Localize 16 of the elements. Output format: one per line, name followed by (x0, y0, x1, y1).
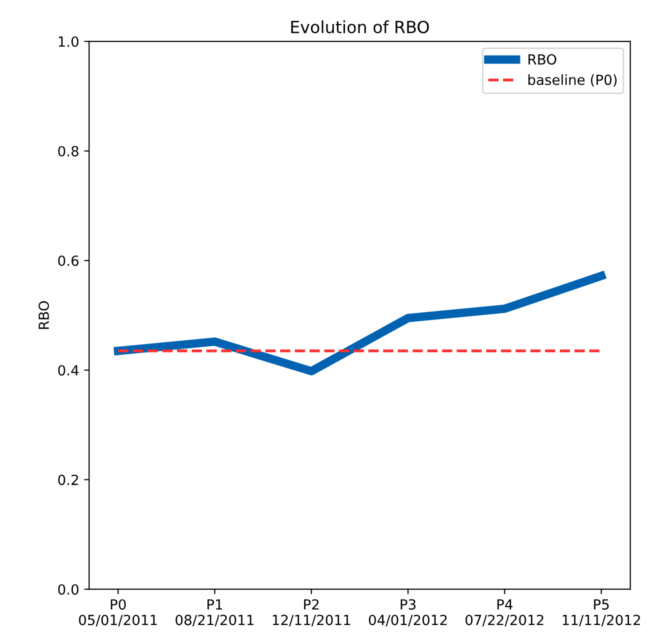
x-tick-label: P1 08/21/2011 (176, 599, 254, 626)
x-tick-label: P0 05/01/2011 (78, 599, 157, 626)
y-tick-label: 0.8 (58, 146, 78, 156)
y-axis-title: RBO (38, 301, 50, 329)
x-tick-label: P4 07/22/2012 (466, 599, 544, 626)
y-tick-label: 0.0 (58, 584, 78, 595)
chart-title: Evolution of RBO (291, 20, 429, 34)
y-tick-label: 1.0 (58, 36, 78, 47)
legend-label: baseline (P0) (528, 74, 617, 87)
x-tick-label: P2 12/11/2011 (272, 599, 350, 626)
y-tick-label: 0.2 (58, 474, 78, 486)
x-tick-label: P5 11/11/2012 (562, 599, 640, 626)
x-tick-label: P3 04/01/2012 (368, 599, 447, 626)
y-tick-label: 0.6 (58, 256, 79, 266)
legend-label: RBO (528, 54, 556, 65)
y-tick-label: 0.4 (58, 365, 79, 376)
